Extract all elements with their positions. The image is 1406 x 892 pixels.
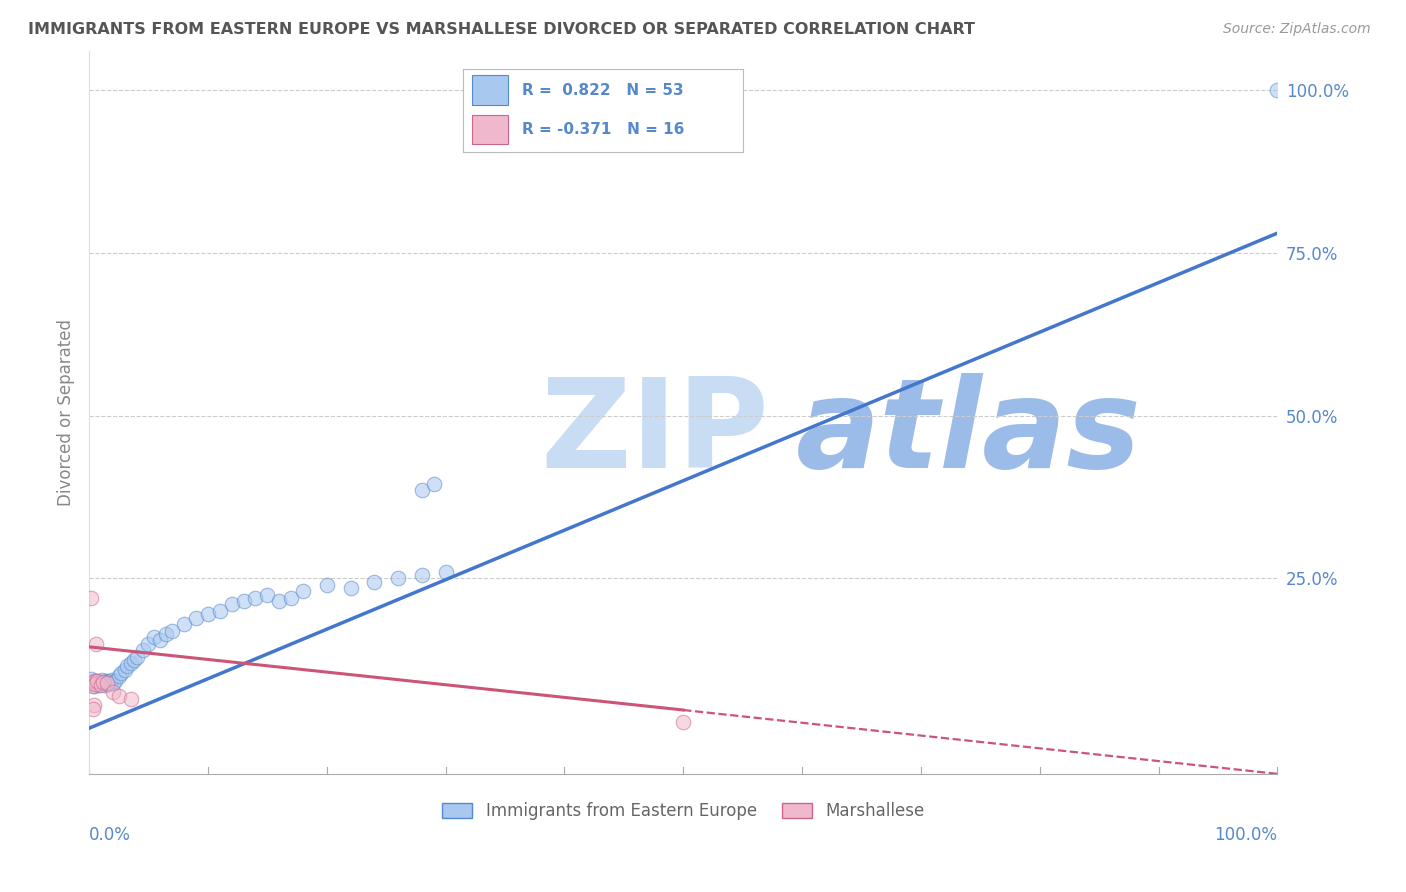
Point — [82, 702, 104, 716]
Point — [143, 630, 166, 644]
Point — [96, 675, 118, 690]
Text: 0.0%: 0.0% — [89, 826, 131, 844]
Point — [173, 617, 195, 632]
Point — [86, 673, 108, 688]
Point — [84, 677, 107, 691]
Point — [245, 591, 267, 605]
Point — [162, 624, 184, 638]
Point — [363, 574, 385, 589]
Point — [84, 636, 107, 650]
Point — [84, 674, 107, 689]
Point — [1267, 83, 1289, 97]
Point — [149, 633, 172, 648]
Point — [100, 673, 122, 687]
Point — [90, 676, 112, 690]
Point — [97, 677, 120, 691]
Point — [115, 659, 138, 673]
Point — [94, 673, 117, 688]
Point — [86, 673, 108, 688]
Point — [82, 679, 104, 693]
Point — [84, 677, 107, 691]
Point — [131, 643, 153, 657]
Point — [107, 689, 129, 703]
Point — [90, 677, 112, 691]
Point — [256, 588, 278, 602]
Point — [80, 675, 103, 690]
Point — [87, 677, 110, 691]
Point — [91, 675, 114, 690]
Point — [80, 591, 103, 605]
Point — [91, 675, 114, 690]
Point — [387, 571, 409, 585]
Point — [89, 675, 111, 690]
Point — [104, 674, 127, 689]
Point — [208, 604, 231, 618]
Text: atlas: atlas — [796, 374, 1142, 494]
Point — [80, 673, 103, 687]
Point — [269, 594, 291, 608]
Point — [232, 594, 254, 608]
Text: 100.0%: 100.0% — [1215, 826, 1278, 844]
Point — [672, 714, 695, 729]
Point — [110, 665, 132, 680]
Point — [411, 483, 433, 498]
Point — [422, 477, 444, 491]
Point — [96, 676, 118, 690]
Point — [101, 675, 124, 690]
Point — [339, 581, 361, 595]
Point — [155, 627, 177, 641]
Point — [120, 656, 142, 670]
Point — [101, 685, 124, 699]
Point — [291, 584, 314, 599]
Point — [411, 568, 433, 582]
Point — [107, 669, 129, 683]
Point — [122, 653, 145, 667]
Point — [184, 610, 207, 624]
Point — [197, 607, 219, 622]
Legend: Immigrants from Eastern Europe, Marshallese: Immigrants from Eastern Europe, Marshall… — [436, 796, 931, 827]
Point — [98, 674, 121, 689]
Point — [82, 675, 104, 690]
Y-axis label: Divorced or Separated: Divorced or Separated — [58, 318, 75, 506]
Point — [83, 679, 105, 693]
Point — [120, 692, 142, 706]
Point — [125, 649, 148, 664]
Point — [100, 676, 122, 690]
Point — [280, 591, 302, 605]
Point — [138, 636, 160, 650]
Point — [91, 673, 114, 687]
Point — [93, 678, 115, 692]
Point — [83, 698, 105, 713]
Point — [83, 674, 105, 689]
Point — [221, 598, 243, 612]
Point — [114, 663, 136, 677]
Text: Source: ZipAtlas.com: Source: ZipAtlas.com — [1223, 22, 1371, 37]
Text: ZIP: ZIP — [541, 374, 769, 494]
Point — [434, 565, 457, 579]
Point — [315, 578, 337, 592]
Text: IMMIGRANTS FROM EASTERN EUROPE VS MARSHALLESE DIVORCED OR SEPARATED CORRELATION : IMMIGRANTS FROM EASTERN EUROPE VS MARSHA… — [28, 22, 976, 37]
